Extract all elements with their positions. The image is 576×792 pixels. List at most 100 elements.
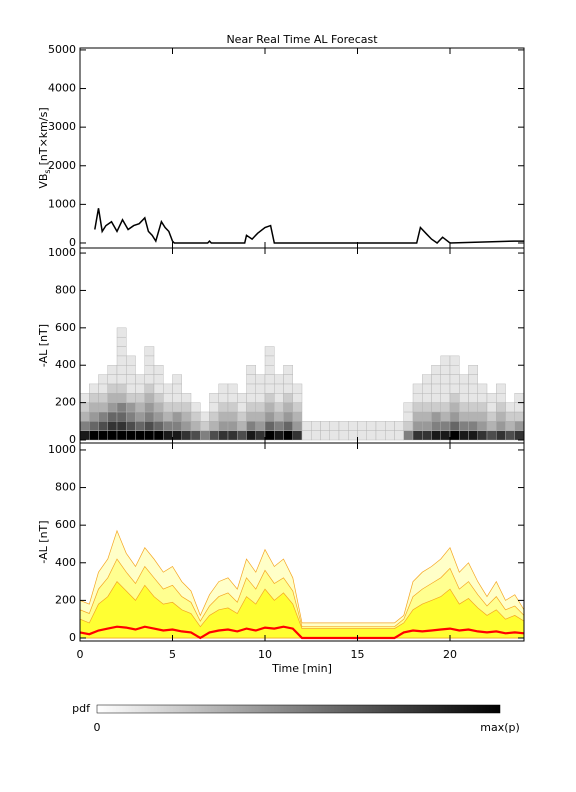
pdf-cell <box>449 374 460 385</box>
pdf-cell <box>264 355 275 366</box>
pdf-cell <box>422 393 432 403</box>
pdf-cell <box>301 430 312 441</box>
pdf-cell <box>89 411 99 422</box>
pdf-cell <box>200 430 210 441</box>
pdf-cell <box>283 393 293 403</box>
pdf-cell <box>116 355 127 366</box>
pdf-cell <box>292 393 303 403</box>
pdf-cell <box>274 411 284 422</box>
pdf-cell <box>227 411 238 422</box>
pdf-cell <box>255 411 266 422</box>
colorbar-max: max(p) <box>480 721 520 734</box>
pdf-cell <box>459 383 469 394</box>
median-line <box>79 625 525 640</box>
y-tick-label: 800 <box>55 283 76 296</box>
pdf-cell <box>107 421 118 431</box>
y-tick-label: 1000 <box>48 197 76 210</box>
pdf-cell <box>209 393 219 403</box>
pdf-cell <box>190 411 201 422</box>
colorbar <box>96 704 501 714</box>
y-tick-label: 200 <box>55 593 76 606</box>
pdf-cell <box>181 393 192 403</box>
pdf-cell <box>431 374 441 385</box>
pdf-cell <box>496 402 506 413</box>
y-axis-label-unit: [nT×km/s] <box>37 107 50 165</box>
pdf-cell <box>422 374 432 385</box>
pdf-cell <box>98 374 108 385</box>
pdf-cell <box>264 421 275 431</box>
pdf-cell <box>366 421 377 431</box>
pdf-cell <box>79 411 90 422</box>
y-tick-label: 200 <box>55 396 76 409</box>
pdf-cell <box>431 393 441 403</box>
pdf-cell <box>218 411 229 422</box>
pdf-cell <box>412 411 423 422</box>
pdf-cell <box>264 402 275 413</box>
pdf-cell <box>218 430 229 441</box>
pdf-cell <box>403 430 414 441</box>
pdf-cell <box>246 374 256 385</box>
pdf-cell <box>394 430 404 441</box>
plot-frame <box>79 442 525 642</box>
pdf-cell <box>468 411 478 422</box>
x-tick-label: 15 <box>351 648 365 661</box>
pdf-cell <box>283 421 293 431</box>
pdf-cell <box>403 402 414 413</box>
pdf-cell <box>505 430 515 441</box>
pdf-cell <box>477 393 488 403</box>
pdf-cell <box>486 411 497 422</box>
pdf-cell <box>514 411 525 422</box>
y-axis-label: -AL [nT] <box>37 520 50 563</box>
pdf-cell <box>274 402 284 413</box>
pdf-cell <box>514 393 525 403</box>
pdf-cell <box>394 421 404 431</box>
pdf-cell <box>486 402 497 413</box>
pdf-cell <box>172 402 182 413</box>
pdf-cell <box>477 402 488 413</box>
pdf-cell <box>422 411 432 422</box>
pdf-cell <box>385 430 395 441</box>
pdf-cell <box>468 393 478 403</box>
pdf-cell <box>255 383 266 394</box>
pdf-cell <box>163 393 173 403</box>
pdf-cell <box>477 421 488 431</box>
pdf-cell <box>468 430 478 441</box>
pdf-cell <box>135 374 145 385</box>
pdf-cell <box>468 383 478 394</box>
pdf-cell <box>366 430 377 441</box>
pdf-cell <box>144 374 155 385</box>
pdf-cell <box>98 430 108 441</box>
pdf-cell <box>89 402 99 413</box>
pdf-cell <box>153 393 164 403</box>
pdf-cell <box>116 374 127 385</box>
pdf-cell <box>218 402 229 413</box>
pdf-cell <box>107 393 118 403</box>
pdf-cell <box>190 421 201 431</box>
pdf-cell <box>459 430 469 441</box>
pdf-cell <box>172 421 182 431</box>
y-axis-label: VBs [nT×km/s] <box>37 107 52 188</box>
x-tick-label: 5 <box>169 648 176 661</box>
pdf-cell <box>126 402 136 413</box>
pdf-cell <box>89 430 99 441</box>
pdf-cell <box>440 430 451 441</box>
pdf-cell <box>338 421 349 431</box>
pdf-cell <box>255 374 266 385</box>
pdf-cell <box>190 430 201 441</box>
pdf-cell <box>440 402 451 413</box>
pdf-cell <box>98 421 108 431</box>
pdf-cell <box>477 383 488 394</box>
pdf-cell <box>237 393 247 403</box>
pdf-cell <box>79 402 90 413</box>
pdf-cell <box>449 430 460 441</box>
pdf-cell <box>153 374 164 385</box>
pdf-cell <box>385 421 395 431</box>
pdf-cell <box>107 383 118 394</box>
pdf-cell <box>431 411 441 422</box>
pdf-cell <box>329 421 340 431</box>
pdf-cell <box>200 421 210 431</box>
pdf-cell <box>459 393 469 403</box>
x-tick-label: 10 <box>258 648 272 661</box>
pdf-cell <box>126 421 136 431</box>
y-tick-label: 5000 <box>48 43 76 56</box>
